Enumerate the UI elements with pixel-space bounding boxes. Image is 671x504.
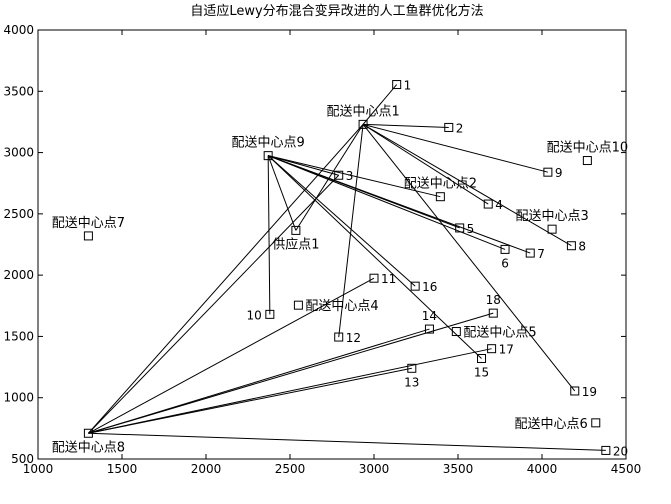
y-tick-label: 3500 — [3, 84, 34, 98]
node-label: 配送中心点2 — [404, 177, 477, 192]
x-tick-label: 1500 — [107, 462, 138, 476]
node-label: 2 — [456, 121, 464, 135]
node-label: 11 — [381, 272, 396, 286]
node-label: 19 — [582, 385, 597, 399]
node-label: 配送中心点10 — [547, 141, 629, 156]
node-label: 16 — [422, 280, 437, 294]
x-tick-label: 3000 — [359, 462, 390, 476]
node-label: 4 — [495, 198, 503, 212]
x-tick-label: 3500 — [443, 462, 474, 476]
node-label: 配送中心点1 — [326, 104, 399, 119]
y-tick-label: 4000 — [3, 23, 34, 37]
node-label: 13 — [404, 375, 419, 389]
node-label: 18 — [486, 293, 501, 307]
x-tick-label: 4500 — [611, 462, 642, 476]
node-label: 供应点1 — [272, 236, 319, 252]
x-tick-label: 2000 — [191, 462, 222, 476]
node-label: 17 — [499, 343, 514, 357]
node-label: 配送中心点7 — [52, 216, 125, 231]
node-label: 配送中心点4 — [305, 299, 378, 314]
node-label: 配送中心点6 — [514, 417, 587, 432]
x-tick-label: 2500 — [275, 462, 306, 476]
y-tick-label: 1500 — [3, 329, 34, 343]
node-label: 7 — [537, 247, 545, 261]
y-tick-label: 3000 — [3, 146, 34, 160]
node-label: 15 — [474, 365, 489, 379]
y-tick-label: 2000 — [3, 268, 34, 282]
node-label: 5 — [467, 222, 475, 236]
y-tick-label: 1000 — [3, 391, 34, 405]
node-label: 8 — [578, 240, 586, 254]
node-label: 配送中心点5 — [463, 326, 536, 341]
x-tick-label: 4000 — [527, 462, 558, 476]
node-label: 10 — [247, 308, 262, 322]
node-label: 配送中心点8 — [52, 440, 125, 455]
node-label: 配送中心点3 — [515, 209, 588, 224]
node-label: 12 — [346, 331, 361, 345]
y-tick-label: 500 — [11, 452, 34, 466]
node-label: 9 — [555, 166, 563, 180]
node-label: 3 — [346, 169, 354, 183]
node-label: 配送中心点9 — [232, 136, 305, 151]
node-label: 20 — [613, 444, 628, 458]
node-label: 1 — [404, 79, 412, 93]
y-tick-label: 2500 — [3, 207, 34, 221]
node-label: 14 — [422, 309, 437, 323]
node-label: 6 — [501, 256, 509, 270]
chart-title: 自适应Lewy分布混合变异改进的人工鱼群优化方法 — [190, 3, 483, 19]
